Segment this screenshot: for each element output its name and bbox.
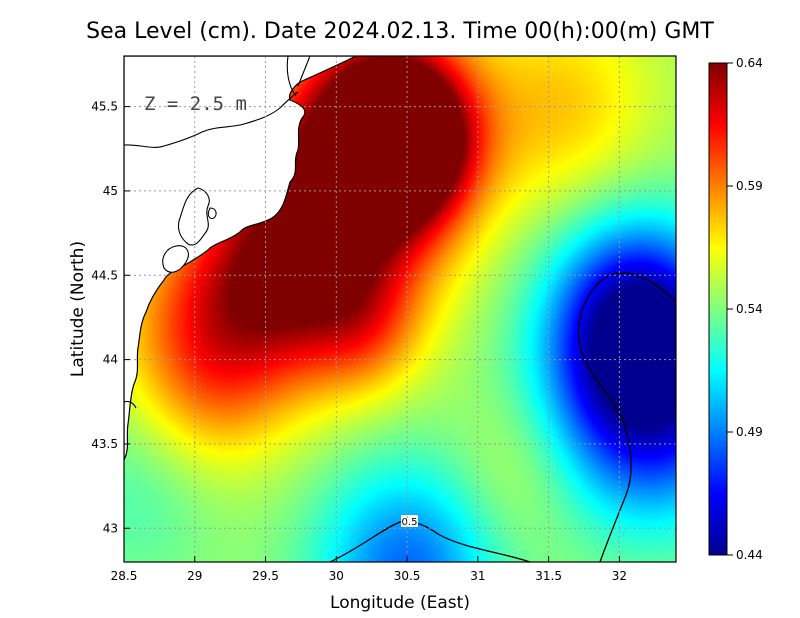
colorbar-tick-label: 0.64: [736, 56, 763, 70]
x-axis: 28.5 29 29.5 30 30.5 31 31.5 32: [111, 556, 627, 583]
colorbar-tick-label: 0.49: [736, 425, 763, 439]
y-tick-label: 44: [103, 353, 118, 367]
razelm-lagoon: [162, 245, 189, 273]
contour-label-box: [401, 515, 418, 527]
river-line-east: [297, 56, 311, 87]
y-tick-label: 44.5: [91, 268, 118, 282]
liman-lake: [207, 207, 217, 220]
coastline-land: [124, 56, 357, 461]
land-layer: [124, 56, 357, 461]
x-tick-label: 29: [187, 569, 202, 583]
grid-lines: [124, 56, 676, 562]
y-tick-label: 43: [103, 521, 118, 535]
x-tick-label: 28.5: [111, 569, 138, 583]
x-axis-label: Longitude (East): [330, 593, 470, 613]
x-tick-label: 31.5: [535, 569, 562, 583]
x-tick-label: 29.5: [252, 569, 279, 583]
x-tick-label: 31: [470, 569, 485, 583]
colorbar: 0.44 0.49 0.54 0.59 0.64: [708, 56, 763, 562]
y-tick-label: 45.5: [91, 100, 118, 114]
chart-title: Sea Level (cm). Date 2024.02.13. Time 00…: [86, 19, 714, 44]
y-axis-label: Latitude (North): [68, 241, 88, 377]
y-axis: 43 43.5 44 44.5 45 45.5: [91, 100, 130, 535]
plot-area: 0.5 Z = 2.5 m: [123, 55, 677, 563]
colorbar-tick-label: 0.59: [736, 179, 763, 193]
colorbar-tick-label: 0.54: [736, 302, 763, 316]
colorbar-tick-label: 0.44: [736, 548, 763, 562]
contour-line-south: [329, 520, 531, 562]
plot-frame: [123, 55, 677, 563]
depth-annotation: Z = 2.5 m: [144, 93, 247, 115]
coast-inlet: [124, 400, 137, 409]
colorbar-scale: [708, 62, 728, 556]
x-tick-label: 30.5: [394, 569, 421, 583]
contour-label-group: 0.5: [401, 515, 418, 528]
contour-label: 0.5: [402, 517, 418, 528]
contour-layer: [329, 272, 676, 562]
x-tick-label: 32: [612, 569, 627, 583]
y-tick-label: 45: [103, 184, 118, 198]
danube-delta-lake: [177, 187, 210, 246]
x-tick-label: 30: [329, 569, 344, 583]
contour-line-east: [577, 272, 676, 562]
colorbar-ticks: 0.44 0.49 0.54 0.59 0.64: [727, 56, 763, 562]
river-line-north: [124, 91, 299, 148]
river-line-delta: [286, 56, 297, 97]
y-tick-label: 43.5: [91, 437, 118, 451]
